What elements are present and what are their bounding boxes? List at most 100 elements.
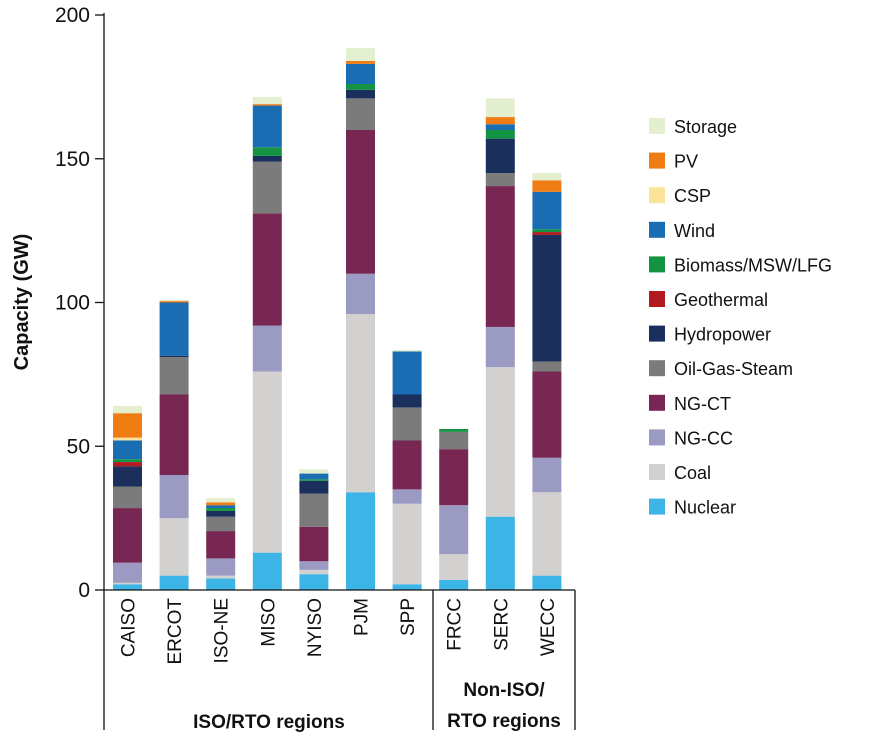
bar-spp-ng-ct (392, 440, 422, 490)
bar-caiso-nuclear (113, 584, 142, 590)
bar-spp-oil-gas-steam (392, 407, 422, 441)
bar-pjm-ng-ct (346, 130, 375, 274)
y-ticks: 0 50 100 150 200 (55, 4, 104, 602)
y-tick-label: 150 (55, 148, 90, 171)
region-groups: ISO/RTO regions Non-ISO/RTO regions (103, 590, 576, 733)
x-tick-label-serc: SERC (491, 598, 512, 651)
bar-nyiso-biomass-msw-lfg (299, 479, 329, 481)
bar-iso-ne-oil-gas-steam (206, 516, 236, 532)
legend: Storage PV CSP Wind Biomass/MSW/LFG Geotherma… (649, 117, 832, 518)
bar-pjm-biomass-msw-lfg (346, 84, 375, 90)
legend-swatch-ng-cc (649, 429, 665, 446)
bar-iso-ne-hydropower (206, 510, 236, 517)
bar-caiso-storage (113, 406, 142, 414)
bar-iso-ne-coal (206, 575, 236, 579)
bar-pjm-storage (346, 48, 375, 61)
legend-label-storage: Storage (674, 117, 737, 137)
group-label-iso-rto: ISO/RTO regions (193, 712, 345, 733)
legend-label-hydropower: Hydropower (674, 325, 771, 345)
bar-miso-ng-ct (252, 213, 282, 326)
bar-caiso-coal (113, 582, 142, 585)
bar-nyiso-coal (299, 569, 329, 575)
bar-wecc-oil-gas-steam (532, 361, 562, 372)
bar-serc-nuclear (485, 516, 515, 590)
bar-serc-wind (485, 124, 515, 130)
bar-miso-wind (252, 105, 282, 148)
bar-miso-ng-cc (252, 325, 282, 372)
bar-ercot-storage (159, 299, 189, 302)
bar-frcc-oil-gas-steam (439, 431, 469, 450)
bar-frcc-nuclear (439, 579, 469, 590)
x-tick-label-spp: SPP (398, 598, 419, 636)
bar-caiso-hydropower (113, 466, 142, 487)
legend-label-wind: Wind (674, 221, 715, 241)
legend-swatch-wind (649, 221, 665, 238)
bar-wecc-ng-ct (532, 371, 562, 458)
legend-swatch-csp (649, 187, 665, 204)
group-label-non-iso-rto-line-2: RTO regions (447, 711, 561, 732)
bar-nyiso-hydropower (299, 480, 329, 494)
bar-miso-storage (252, 96, 282, 105)
bar-caiso-ng-ct (113, 508, 142, 563)
legend-label-biomass-msw-lfg: Biomass/MSW/LFG (674, 255, 832, 275)
bar-miso-pv (252, 104, 282, 106)
bar-serc-biomass-msw-lfg (485, 130, 515, 139)
bar-pjm-wind (346, 63, 375, 84)
legend-swatch-nuclear (649, 498, 665, 515)
legend-swatch-pv (649, 152, 665, 169)
bar-caiso-geothermal (113, 462, 142, 467)
y-tick-label: 50 (67, 435, 90, 458)
bar-wecc-hydropower (532, 234, 562, 362)
bar-ercot-coal (159, 518, 189, 576)
bar-nyiso-ng-ct (299, 526, 329, 562)
bar-spp-wind (392, 351, 422, 395)
x-tick-label-ercot: ERCOT (165, 598, 186, 665)
bar-iso-ne-ng-ct (206, 531, 236, 559)
bar-frcc-ng-cc (439, 505, 469, 555)
bar-caiso-pv (113, 413, 142, 438)
bar-pjm-nuclear (346, 492, 375, 590)
x-tick-label-miso: MISO (258, 598, 279, 647)
bar-serc-pv (485, 117, 515, 125)
bar-ercot-wind (159, 302, 189, 356)
bar-nyiso-ng-cc (299, 561, 329, 570)
bar-iso-ne-biomass-msw-lfg (206, 508, 236, 511)
bar-iso-ne-pv (206, 502, 236, 506)
x-tick-label-iso-ne: ISO-NE (212, 598, 233, 663)
bar-caiso-biomass-msw-lfg (113, 459, 142, 463)
legend-swatch-coal (649, 464, 665, 480)
bar-miso-coal (252, 371, 282, 553)
bar-pjm-hydropower (346, 89, 375, 99)
legend-label-ng-cc: NG-CC (674, 428, 733, 448)
y-tick-label: 0 (78, 579, 90, 602)
bar-serc-hydropower (485, 138, 515, 174)
group-label-non-iso-rto-line-1: Non-ISO/ (463, 680, 545, 701)
x-tick-labels: CAISO ERCOT ISO-NE MISO NYISO PJM SPP FRCC SERC W… (119, 598, 559, 665)
bar-pjm-oil-gas-steam (346, 98, 375, 130)
bar-frcc-biomass-msw-lfg (439, 429, 469, 432)
bar-nyiso-oil-gas-steam (299, 493, 329, 527)
bar-wecc-pv (532, 180, 562, 192)
bar-spp-coal (392, 503, 422, 585)
bar-nyiso-nuclear (299, 574, 329, 590)
x-tick-label-wecc: WECC (538, 598, 559, 656)
bar-spp-hydropower (392, 394, 422, 408)
legend-swatch-biomass-msw-lfg (649, 256, 665, 273)
x-tick-label-nyiso: NYISO (305, 598, 326, 657)
legend-label-nuclear: Nuclear (674, 498, 736, 518)
bar-wecc-coal (532, 492, 562, 576)
bar-wecc-nuclear (532, 575, 562, 590)
bar-pjm-ng-cc (346, 273, 375, 314)
bar-wecc-ng-cc (532, 457, 562, 493)
bar-serc-ng-ct (485, 186, 515, 327)
bar-iso-ne-storage (206, 498, 236, 503)
bar-serc-ng-cc (485, 326, 515, 368)
legend-swatch-ng-ct (649, 394, 665, 411)
x-tick-label-caiso: CAISO (119, 598, 140, 657)
legend-swatch-hydropower (649, 325, 665, 342)
bar-miso-oil-gas-steam (252, 161, 282, 214)
bar-pjm-coal (346, 314, 375, 493)
legend-label-geothermal: Geothermal (674, 290, 768, 310)
bar-wecc-wind (532, 191, 562, 230)
